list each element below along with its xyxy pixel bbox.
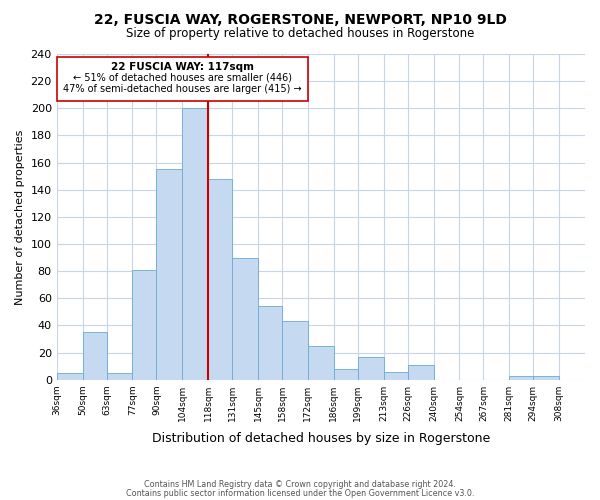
Bar [334, 369, 358, 380]
Bar [56, 56, 308, 102]
Bar [509, 376, 533, 380]
Bar [407, 364, 434, 380]
Text: 22 FUSCIA WAY: 117sqm: 22 FUSCIA WAY: 117sqm [111, 62, 254, 72]
Bar [533, 376, 559, 380]
Bar [308, 346, 334, 380]
Bar [182, 108, 208, 380]
Bar [358, 356, 383, 380]
Text: Contains HM Land Registry data © Crown copyright and database right 2024.: Contains HM Land Registry data © Crown c… [144, 480, 456, 489]
Text: 22, FUSCIA WAY, ROGERSTONE, NEWPORT, NP10 9LD: 22, FUSCIA WAY, ROGERSTONE, NEWPORT, NP1… [94, 12, 506, 26]
Bar [208, 179, 232, 380]
Bar [157, 170, 182, 380]
Text: Contains public sector information licensed under the Open Government Licence v3: Contains public sector information licen… [126, 488, 474, 498]
Bar [282, 322, 308, 380]
Bar [383, 372, 407, 380]
Bar [232, 258, 258, 380]
Bar [107, 373, 133, 380]
Y-axis label: Number of detached properties: Number of detached properties [15, 129, 25, 304]
Bar [258, 306, 282, 380]
Bar [83, 332, 107, 380]
Text: Size of property relative to detached houses in Rogerstone: Size of property relative to detached ho… [126, 28, 474, 40]
Bar [133, 270, 157, 380]
X-axis label: Distribution of detached houses by size in Rogerstone: Distribution of detached houses by size … [152, 432, 490, 445]
Bar [56, 373, 83, 380]
Text: ← 51% of detached houses are smaller (446): ← 51% of detached houses are smaller (44… [73, 73, 292, 83]
Text: 47% of semi-detached houses are larger (415) →: 47% of semi-detached houses are larger (… [63, 84, 302, 94]
